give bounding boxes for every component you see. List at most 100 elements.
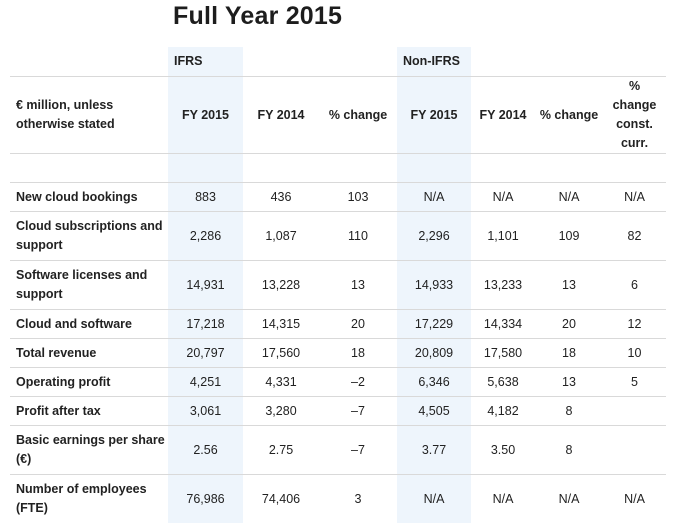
table-cell: 74,406: [243, 475, 319, 523]
table-cell: 5,638: [471, 368, 535, 397]
table-cell: N/A: [471, 475, 535, 523]
table-cell: 4,331: [243, 368, 319, 397]
table-cell: 20,797: [168, 339, 243, 368]
table-cell: 13,233: [471, 261, 535, 310]
table-cell: 17,580: [471, 339, 535, 368]
table-cell: 1,087: [243, 212, 319, 261]
table-cell: 14,931: [168, 261, 243, 310]
table-cell: 76,986: [168, 475, 243, 523]
table-cell: 4,182: [471, 397, 535, 426]
table-cell: 18: [319, 339, 397, 368]
table-cell: 20: [535, 310, 603, 339]
table-cell: 20: [319, 310, 397, 339]
table-cell: 18: [535, 339, 603, 368]
row-label: Software licenses and support: [10, 261, 168, 310]
table-cell: 13: [319, 261, 397, 310]
page-title: Full Year 2015: [173, 2, 342, 31]
table-cell: 17,218: [168, 310, 243, 339]
group-header-spacer: [319, 47, 397, 77]
column-header: FY 2014: [243, 77, 319, 154]
table-cell: 883: [168, 183, 243, 212]
table-cell: 3: [319, 475, 397, 523]
table-cell: 3.50: [471, 426, 535, 475]
spacer-row: [10, 154, 666, 183]
table-cell: 6,346: [397, 368, 471, 397]
group-header-non-ifrs: Non-IFRS: [397, 47, 471, 77]
row-label: Basic earnings per share (€): [10, 426, 168, 475]
table-cell: 17,229: [397, 310, 471, 339]
table-cell: –7: [319, 426, 397, 475]
table-cell: 82: [603, 212, 666, 261]
column-header-row: € million, unless otherwise stated FY 20…: [10, 77, 666, 154]
group-header-spacer: [243, 47, 319, 77]
table-cell: 2,296: [397, 212, 471, 261]
column-header: % change: [535, 77, 603, 154]
row-label: New cloud bookings: [10, 183, 168, 212]
table-cell: 13: [535, 261, 603, 310]
row-label: Total revenue: [10, 339, 168, 368]
group-header-ifrs: IFRS: [168, 47, 243, 77]
group-header-spacer: [471, 47, 535, 77]
row-label: Cloud and software: [10, 310, 168, 339]
spacer-cell: [10, 154, 168, 183]
group-header-row: IFRS Non-IFRS: [10, 47, 666, 77]
table-cell: 14,933: [397, 261, 471, 310]
column-header: FY 2015: [397, 77, 471, 154]
table-cell: 2.75: [243, 426, 319, 475]
table-cell: 3.77: [397, 426, 471, 475]
table-cell: 10: [603, 339, 666, 368]
table-cell: 8: [535, 397, 603, 426]
table-cell: N/A: [535, 475, 603, 523]
table-cell: 14,334: [471, 310, 535, 339]
table-cell: –7: [319, 397, 397, 426]
row-header-label: € million, unless otherwise stated: [10, 77, 168, 154]
table-cell: 20,809: [397, 339, 471, 368]
spacer-cell: [243, 154, 319, 183]
table-cell: 5: [603, 368, 666, 397]
table-cell: N/A: [535, 183, 603, 212]
table-cell: –2: [319, 368, 397, 397]
table-cell: 14,315: [243, 310, 319, 339]
table-cell: 4,505: [397, 397, 471, 426]
table-cell: N/A: [603, 475, 666, 523]
table-cell: 436: [243, 183, 319, 212]
table-cell: 13: [535, 368, 603, 397]
table-cell: 2.56: [168, 426, 243, 475]
group-header-spacer: [603, 47, 666, 77]
spacer-cell: [471, 154, 535, 183]
row-label: Operating profit: [10, 368, 168, 397]
group-header-spacer: [535, 47, 603, 77]
table-cell: 6: [603, 261, 666, 310]
table-cell: 8: [535, 426, 603, 475]
column-header: % change: [319, 77, 397, 154]
row-label: Number of employees (FTE): [10, 475, 168, 523]
column-header: FY 2014: [471, 77, 535, 154]
table-cell: 3,061: [168, 397, 243, 426]
table-cell: 1,101: [471, 212, 535, 261]
table-cell: 17,560: [243, 339, 319, 368]
table-cell: 109: [535, 212, 603, 261]
table-cell: [603, 397, 666, 426]
column-header: % change const. curr.: [603, 77, 666, 154]
table-cell: 3,280: [243, 397, 319, 426]
table-cell: 103: [319, 183, 397, 212]
spacer-cell: [603, 154, 666, 183]
spacer-cell: [397, 154, 471, 183]
column-header: FY 2015: [168, 77, 243, 154]
table-cell: N/A: [471, 183, 535, 212]
group-header-empty: [10, 47, 168, 77]
table-cell: 12: [603, 310, 666, 339]
spacer-cell: [319, 154, 397, 183]
table-cell: 110: [319, 212, 397, 261]
table-cell: N/A: [397, 183, 471, 212]
